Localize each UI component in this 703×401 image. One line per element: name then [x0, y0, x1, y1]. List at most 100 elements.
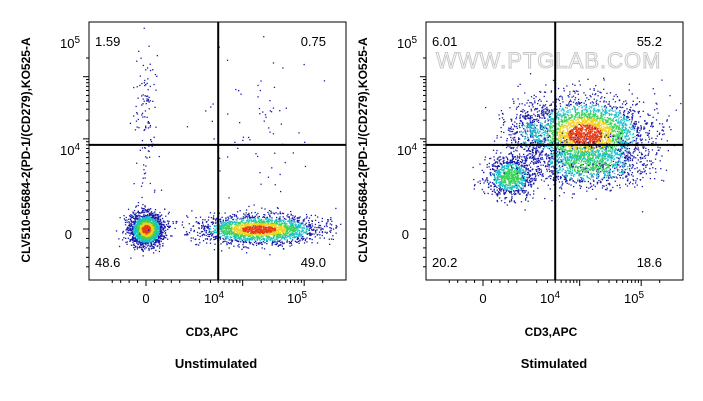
event-dot	[291, 224, 293, 226]
event-dot	[257, 84, 259, 87]
event-dot	[234, 232, 236, 235]
event-dot	[340, 223, 342, 225]
event-dot	[491, 193, 493, 195]
event-dot	[239, 237, 241, 239]
event-dot	[326, 232, 328, 234]
event-dot	[255, 230, 257, 232]
panel-caption: Unstimulated	[175, 356, 257, 371]
event-dot	[311, 233, 313, 235]
event-dot	[246, 224, 248, 227]
event-dot	[130, 257, 132, 259]
event-dot	[165, 234, 167, 236]
event-dot	[139, 212, 142, 214]
event-dot	[141, 112, 144, 114]
event-dot	[522, 169, 524, 171]
event-dot	[292, 222, 294, 224]
event-dot	[158, 250, 160, 253]
event-dot	[262, 216, 264, 218]
event-dot	[138, 241, 140, 243]
event-dot	[167, 228, 169, 230]
event-dot	[278, 240, 280, 243]
event-dot	[228, 225, 230, 228]
event-dot	[276, 216, 278, 219]
event-dot	[253, 232, 255, 234]
event-dot	[163, 235, 165, 238]
event-dot	[138, 217, 141, 220]
event-dot	[215, 231, 218, 234]
event-dot	[297, 240, 299, 242]
event-dot	[125, 241, 127, 244]
event-dot	[283, 226, 285, 228]
event-dot	[316, 234, 318, 236]
event-dot	[267, 237, 269, 239]
event-dot	[193, 230, 195, 233]
event-dot	[243, 223, 246, 225]
event-dot	[199, 235, 201, 238]
event-dot	[262, 236, 264, 238]
event-dot	[138, 50, 140, 52]
event-dot	[250, 232, 252, 234]
event-dot	[330, 238, 333, 240]
event-dot	[152, 243, 154, 245]
event-dot	[281, 245, 283, 247]
event-dot	[148, 241, 150, 244]
event-dot	[321, 217, 323, 220]
event-dot	[137, 211, 140, 213]
event-dot	[201, 235, 203, 237]
event-dot	[273, 213, 276, 215]
event-dot	[155, 234, 157, 236]
event-dot	[141, 239, 143, 242]
event-dot	[154, 241, 157, 243]
event-dot	[132, 241, 134, 243]
y-tick-label-0: 0	[65, 227, 72, 242]
event-dot	[142, 239, 144, 242]
event-dot	[254, 237, 256, 239]
event-dot	[159, 240, 161, 242]
event-dot	[142, 216, 144, 218]
event-dot	[131, 221, 133, 223]
event-dot	[256, 239, 258, 241]
event-dot	[210, 217, 213, 219]
event-dot	[162, 235, 164, 237]
event-dot	[226, 224, 228, 227]
event-dot	[147, 216, 149, 218]
event-dot	[305, 213, 308, 216]
event-dot	[269, 100, 271, 102]
event-dot	[152, 215, 154, 217]
event-dot	[280, 241, 282, 244]
event-dot	[136, 60, 138, 62]
event-dot	[223, 234, 225, 237]
event-dot	[144, 248, 146, 250]
event-dot	[129, 224, 131, 227]
event-dot	[292, 218, 294, 220]
event-dot	[292, 229, 294, 231]
event-dot	[224, 240, 226, 242]
event-dot	[170, 235, 172, 237]
event-dot	[335, 227, 337, 229]
event-dot	[222, 226, 224, 228]
event-dot	[226, 229, 228, 231]
event-dot	[246, 214, 248, 216]
event-dot	[154, 234, 156, 236]
event-dot	[154, 228, 156, 231]
event-dot	[141, 147, 144, 149]
event-dot	[138, 127, 140, 129]
event-dot	[278, 225, 280, 227]
event-dot	[495, 171, 497, 174]
event-dot	[143, 217, 145, 219]
event-dot	[154, 237, 156, 239]
event-dot	[144, 116, 146, 118]
event-dot	[257, 217, 259, 220]
event-dot	[135, 231, 137, 233]
event-dot	[159, 243, 161, 245]
event-dot	[137, 233, 139, 235]
event-dot	[159, 230, 161, 232]
event-dot	[145, 210, 147, 212]
event-dot	[134, 237, 137, 239]
event-dot	[261, 231, 264, 233]
event-dot	[331, 220, 333, 222]
event-dot	[233, 229, 235, 231]
event-dot	[140, 238, 143, 240]
event-dot	[263, 234, 265, 237]
event-dot	[231, 221, 233, 223]
